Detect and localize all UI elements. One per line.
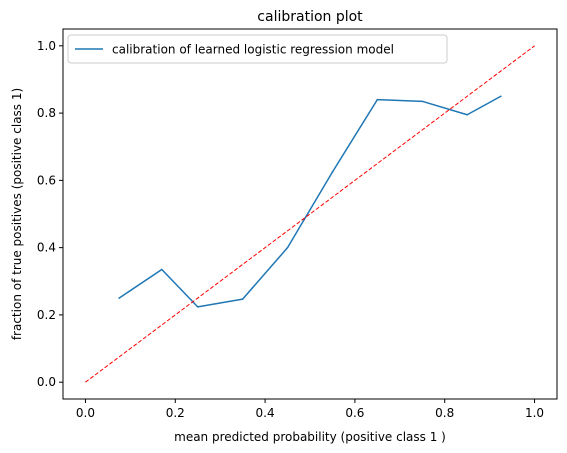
calibration-point (161, 268, 163, 271)
y-tick-label: 1.0 (37, 39, 56, 53)
x-tick-label: 0.4 (256, 406, 275, 420)
plot-area (63, 29, 557, 399)
y-tick-label: 0.2 (37, 308, 56, 322)
y-tick-label: 0.8 (37, 106, 56, 120)
y-axis-ticks: 0.0 0.2 0.4 0.6 0.8 1.0 (37, 39, 63, 389)
y-tick-label: 0.4 (37, 241, 56, 255)
calibration-point (118, 297, 120, 299)
reference-diagonal-line (85, 45, 535, 383)
calibration-point (466, 113, 468, 116)
y-tick-label: 0.6 (37, 173, 56, 187)
y-tick-label: 0.0 (37, 375, 56, 389)
calibration-point (421, 100, 424, 103)
calibration-point (286, 246, 289, 249)
calibration-point (376, 98, 379, 101)
x-axis-ticks: 0.0 0.2 0.4 0.6 0.8 1.0 (76, 399, 544, 420)
x-axis-title: mean predicted probability (positive cla… (174, 430, 446, 444)
calibration-point (500, 95, 502, 98)
calibration-series-line (118, 95, 502, 308)
series-layer (85, 45, 535, 383)
calibration-point (331, 171, 334, 173)
x-tick-label: 0.0 (76, 406, 95, 420)
plot-frame (62, 28, 558, 400)
x-tick-label: 0.6 (345, 406, 364, 420)
chart-title: calibration plot (257, 9, 363, 25)
legend-label: calibration of learned logistic regressi… (112, 43, 394, 57)
y-axis-title: fraction of true positives (positive cla… (10, 88, 24, 340)
legend-box (67, 34, 448, 64)
x-tick-label: 0.8 (435, 406, 454, 420)
x-tick-label: 1.0 (525, 406, 544, 420)
legend: calibration of learned logistic regressi… (67, 34, 448, 64)
calibration-point (241, 298, 244, 300)
x-tick-label: 0.2 (166, 406, 185, 420)
calibration-point (196, 306, 199, 308)
